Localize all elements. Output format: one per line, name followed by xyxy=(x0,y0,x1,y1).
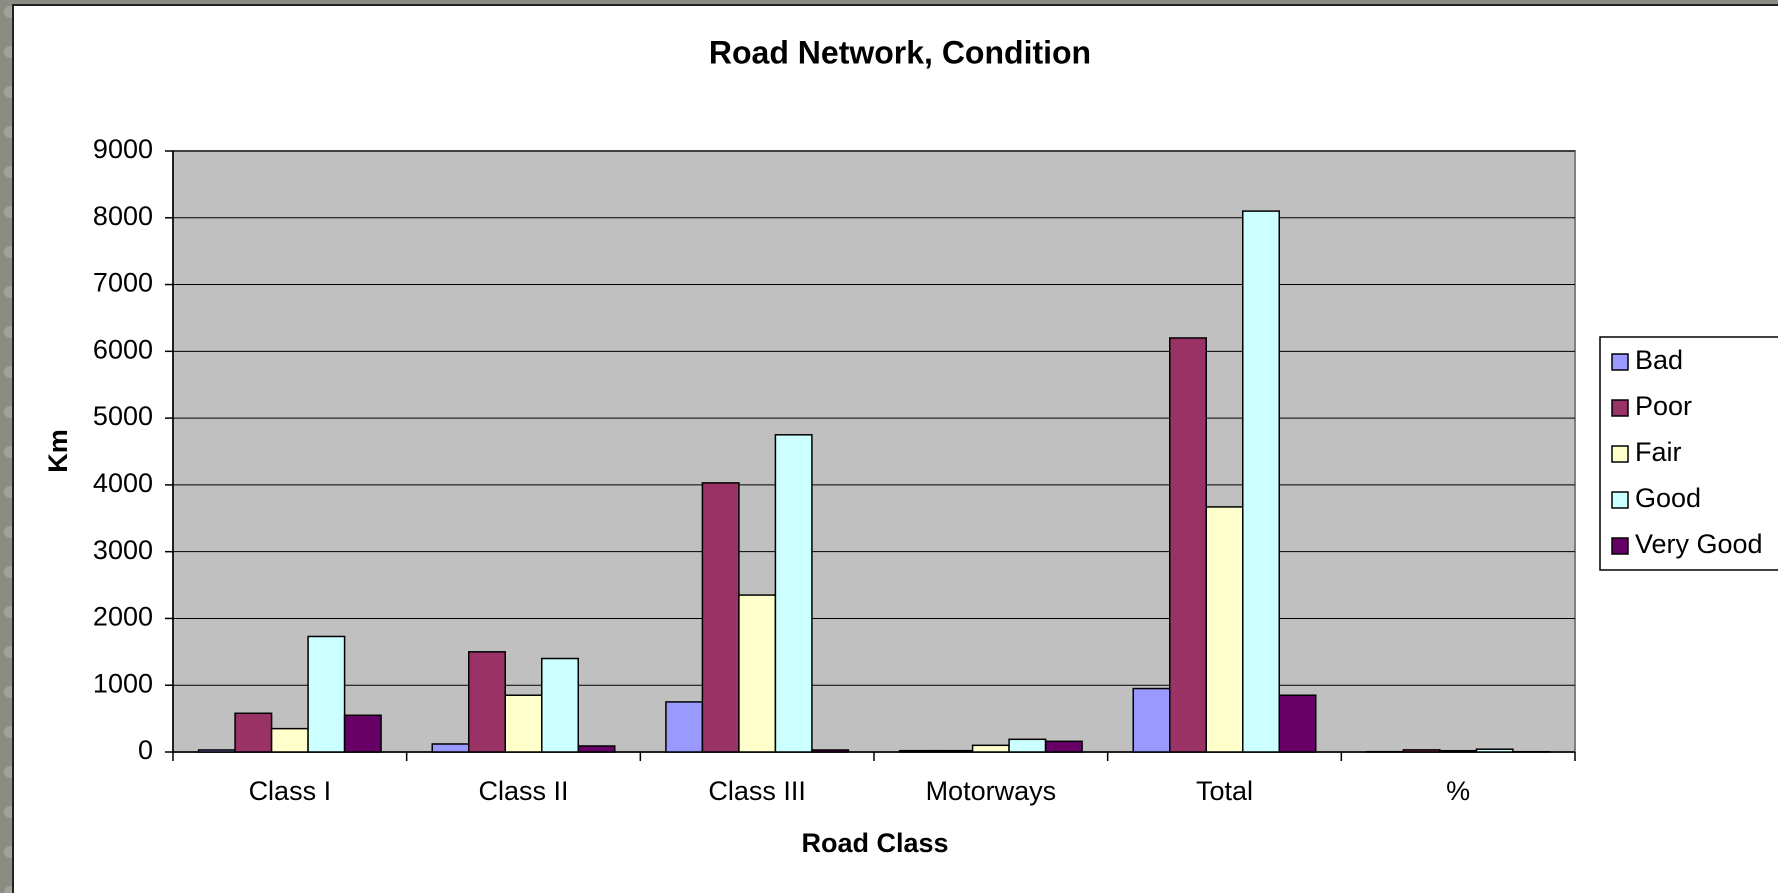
legend-swatch xyxy=(1611,537,1629,555)
bar xyxy=(1008,738,1047,753)
y-tick-label: 5000 xyxy=(93,401,153,431)
x-tick-label: Class II xyxy=(478,776,568,806)
y-tick-label: 9000 xyxy=(93,134,153,164)
legend-box xyxy=(1599,336,1778,571)
y-tick-label: 3000 xyxy=(93,535,153,565)
y-tick-label: 7000 xyxy=(93,268,153,298)
x-tick-label: Motorways xyxy=(926,776,1057,806)
legend-label: Good xyxy=(1635,483,1701,513)
bar xyxy=(1278,694,1317,753)
bar xyxy=(935,749,974,753)
bar xyxy=(665,701,704,753)
bar xyxy=(197,749,236,753)
bar xyxy=(1044,740,1083,753)
bar xyxy=(1402,749,1441,753)
bar xyxy=(1169,337,1207,753)
y-tick-label: 8000 xyxy=(93,201,153,231)
bar xyxy=(1205,506,1244,753)
y-tick-label: 0 xyxy=(138,735,153,765)
x-tick-label: Class I xyxy=(249,776,332,806)
bar xyxy=(701,482,740,753)
bar xyxy=(431,743,470,753)
bar xyxy=(811,749,850,753)
bar xyxy=(504,694,543,753)
bar xyxy=(343,714,382,753)
bar xyxy=(1242,210,1280,753)
bar xyxy=(541,657,579,753)
bar xyxy=(774,434,813,753)
legend-label: Bad xyxy=(1635,345,1683,375)
bar xyxy=(738,594,777,753)
legend-swatch xyxy=(1611,491,1629,509)
x-tick-label: % xyxy=(1446,776,1470,806)
x-axis-title: Road Class xyxy=(801,828,948,858)
bar xyxy=(1439,749,1478,753)
legend-label: Fair xyxy=(1635,437,1682,467)
bar xyxy=(1475,748,1514,753)
legend-swatch xyxy=(1611,445,1629,463)
bar xyxy=(971,744,1010,753)
y-tick-label: 4000 xyxy=(93,468,153,498)
legend-label: Poor xyxy=(1635,391,1692,421)
legend-swatch xyxy=(1611,353,1629,371)
bar xyxy=(307,635,346,753)
bar xyxy=(468,651,506,753)
bar xyxy=(898,749,937,753)
y-tick-label: 2000 xyxy=(93,602,153,632)
bar xyxy=(577,745,616,753)
bar xyxy=(234,712,273,753)
x-tick-label: Class III xyxy=(708,776,806,806)
legend-swatch xyxy=(1611,399,1629,417)
y-tick-label: 6000 xyxy=(93,334,153,364)
y-axis-title: Km xyxy=(43,429,73,473)
bar xyxy=(270,727,309,753)
legend-label: Very Good xyxy=(1635,529,1763,559)
chart-title: Road Network, Condition xyxy=(709,34,1091,70)
y-tick-label: 1000 xyxy=(93,668,153,698)
bar xyxy=(1132,687,1171,753)
plot-area xyxy=(172,150,1576,753)
x-tick-label: Total xyxy=(1196,776,1253,806)
